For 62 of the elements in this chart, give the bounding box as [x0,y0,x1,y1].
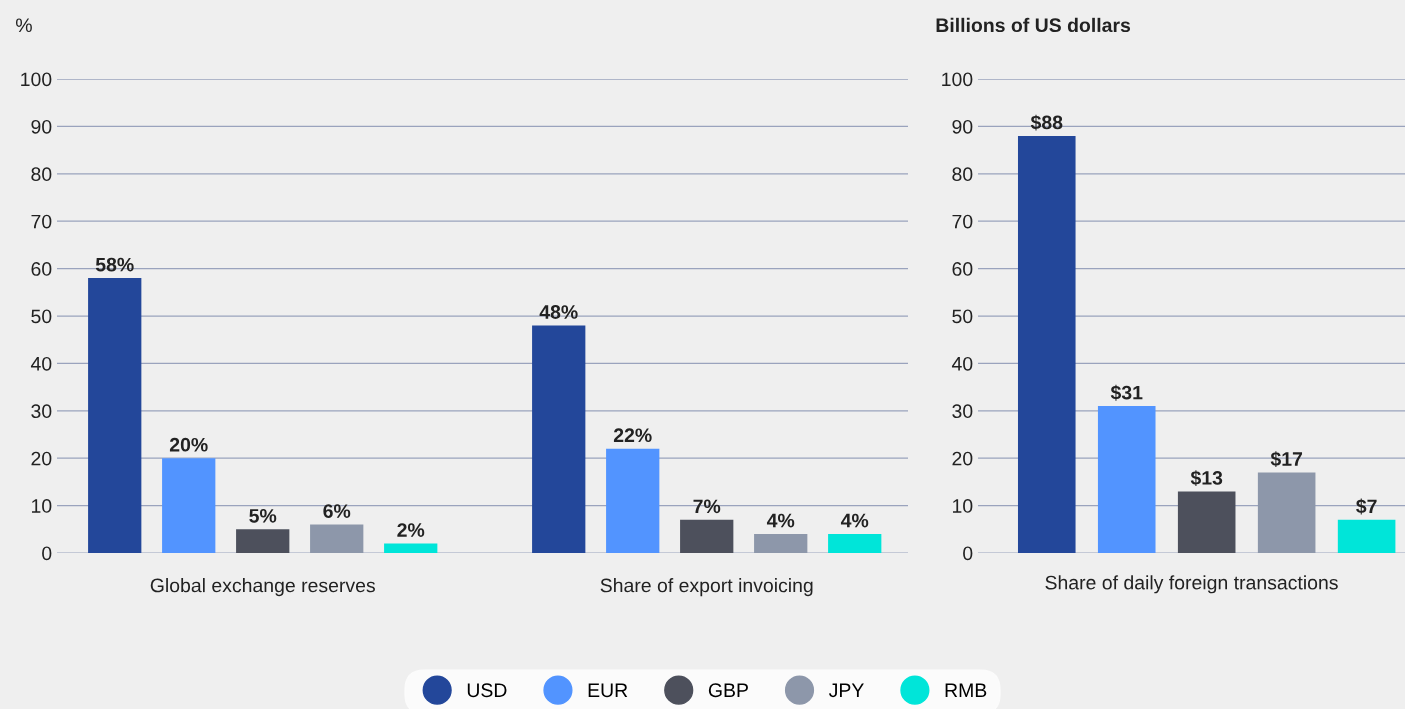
y-tick-label: 70 [952,214,973,229]
bar [606,448,660,554]
y-tick-label: 0 [963,546,973,561]
bar [754,534,808,554]
y-tick-label: 90 [952,119,973,134]
y-tick-label: 70 [31,214,52,229]
x-axis-title: Share of daily foreign transactions [1045,575,1338,594]
y-tick-label: 40 [951,356,973,371]
data-label: 58% [95,257,134,272]
y-tick-label: 20 [31,451,52,466]
data-label: $31 [1110,384,1143,401]
y-tick-label: 40 [30,356,52,371]
y-tick-label: 100 [21,72,52,87]
bar [88,278,142,554]
data-label: $17 [1270,451,1303,468]
x-tick-label: Global exchange reserves [150,578,375,597]
y-tick-label: 0 [42,546,52,561]
bar [162,458,216,554]
data-label: 48% [539,305,578,319]
data-label: 2% [397,523,425,537]
y-tick-label: 100 [942,72,973,87]
y-axis-title: Billions of US dollars [936,17,1131,33]
data-label: $13 [1190,470,1223,487]
bar [680,519,734,554]
legend-label: EUR [588,683,628,698]
y-tick-label: 60 [31,262,52,276]
y-tick-label: 80 [31,167,52,182]
y-tick-label: 10 [953,499,973,513]
x-tick-label: Share of export invoicing [600,578,813,597]
y-tick-label: 60 [952,262,973,276]
data-label: 4% [840,513,869,528]
bar [1337,519,1396,554]
bar [384,543,438,554]
legend-label: USD [467,683,507,698]
bar [1097,406,1156,554]
data-label: 7% [693,499,721,514]
bar [1177,491,1236,554]
y-tick-label: 50 [31,309,52,324]
y-tick-label: 10 [32,499,52,513]
data-label: 5% [249,508,277,523]
data-label: 22% [613,428,652,443]
bar [532,325,586,554]
bar [1257,472,1316,554]
y-axis-title: % [15,18,32,33]
y-tick-label: 80 [952,167,973,182]
data-label: 4% [766,513,795,528]
y-tick-label: 30 [952,404,973,419]
bar [236,529,290,554]
y-tick-label: 20 [952,451,973,466]
legend-label: GBP [708,683,748,698]
data-label: $88 [1030,114,1063,131]
bar [310,524,364,554]
bar [828,534,882,554]
y-tick-label: 50 [952,309,973,324]
data-label: 6% [323,504,351,518]
legend-label: RMB [945,683,987,697]
y-tick-label: 90 [31,119,52,134]
legend-label: JPY [828,683,864,698]
data-label: 20% [169,437,208,452]
bar [1017,135,1076,554]
y-tick-label: 30 [31,404,52,419]
data-label: $7 [1356,498,1377,515]
